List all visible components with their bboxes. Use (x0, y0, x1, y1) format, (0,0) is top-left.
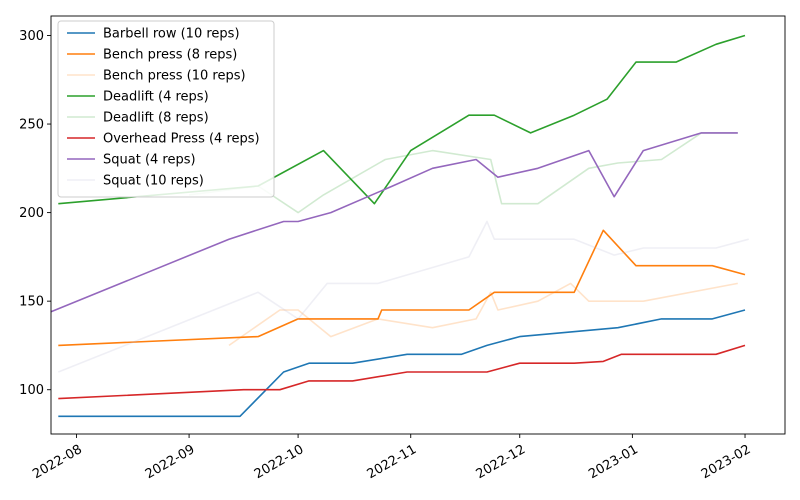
legend: Barbell row (10 reps) Bench press (8 reps… (57, 20, 275, 198)
series-line-deadlift-8-reps (188, 132, 738, 214)
legend-label-barbell-row-10-reps: Barbell row (10 reps) (103, 27, 240, 42)
series-line-barbell-row-10-reps (58, 309, 746, 418)
legend-label-bench-press-8-reps: Bench press (8 reps) (103, 48, 237, 63)
legend-frame (57, 20, 275, 198)
series-line-overhead-press-4-reps (58, 344, 746, 400)
series-line-bench-press-10-reps (228, 282, 738, 347)
legend-label-deadlift-8-reps: Deadlift (8 reps) (103, 111, 209, 126)
legend-label-bench-press-10-reps: Bench press (10 reps) (103, 69, 246, 84)
y-tick-label: 250 (19, 118, 44, 133)
series-line-bench-press-8-reps (58, 229, 746, 347)
y-tick-label: 100 (19, 383, 44, 398)
series-layer (50, 34, 749, 418)
legend-label-squat-4-reps: Squat (4 reps) (103, 153, 196, 168)
y-tick-label: 300 (19, 29, 44, 44)
series-line-squat-4-reps (50, 132, 738, 313)
series-line-deadlift-4-reps (58, 34, 746, 205)
legend-label-deadlift-4-reps: Deadlift (4 reps) (103, 90, 209, 105)
series-line-squat-10-reps (58, 220, 749, 373)
legend-label-squat-10-reps: Squat (10 reps) (103, 174, 204, 189)
y-tick-label: 150 (19, 295, 44, 310)
legend-label-overhead-press-4-reps: Overhead Press (4 reps) (103, 132, 260, 147)
y-tick-label: 200 (19, 206, 44, 221)
plot-frame (50, 15, 786, 435)
y-axis-ticks: 100 150 200 250 300 (19, 29, 51, 398)
